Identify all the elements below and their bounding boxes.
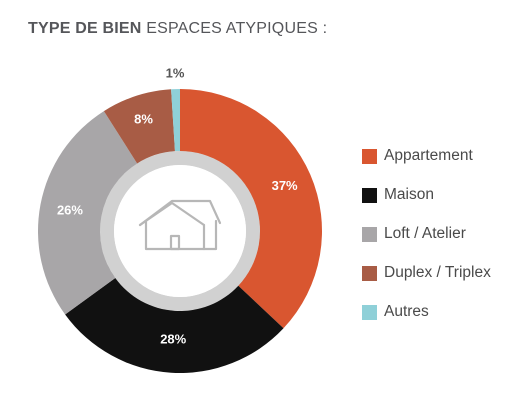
legend-label: Duplex / Triplex bbox=[384, 264, 491, 281]
legend-label: Autres bbox=[384, 303, 429, 320]
slice-label: 28% bbox=[160, 331, 186, 346]
slice-label: 37% bbox=[272, 178, 298, 193]
legend-swatch bbox=[362, 187, 377, 203]
legend-item: Loft / Atelier bbox=[362, 221, 491, 247]
legend-swatch bbox=[362, 148, 377, 164]
legend-item: Duplex / Triplex bbox=[362, 260, 491, 286]
slice-duplex-triplex bbox=[103, 89, 175, 164]
legend-swatch bbox=[362, 304, 377, 320]
chart-title-bold: TYPE DE BIEN bbox=[28, 20, 142, 37]
slice-label: 1% bbox=[166, 66, 185, 81]
slice-label: 26% bbox=[57, 203, 83, 218]
slice-labels: 37% 28% 26% 8% 1% bbox=[57, 66, 298, 347]
chart-title: TYPE DE BIEN ESPACES ATYPIQUES : bbox=[28, 20, 327, 38]
slice-autres bbox=[171, 89, 180, 152]
chart-legend: Appartement Maison Loft / Atelier Duplex / … bbox=[362, 143, 491, 338]
legend-item: Appartement bbox=[362, 143, 491, 169]
donut-slices bbox=[37, 89, 322, 373]
chart-title-rest: ESPACES ATYPIQUES : bbox=[146, 20, 328, 37]
legend-label: Maison bbox=[384, 186, 434, 203]
slice-maison bbox=[65, 278, 284, 373]
donut-hole bbox=[114, 165, 246, 297]
legend-item: Maison bbox=[362, 182, 491, 208]
legend-item: Autres bbox=[362, 299, 491, 325]
slice-appartement bbox=[180, 89, 322, 329]
legend-label: Loft / Atelier bbox=[384, 225, 466, 242]
legend-swatch bbox=[362, 265, 377, 281]
house-icon bbox=[138, 199, 222, 251]
legend-swatch bbox=[362, 226, 377, 242]
inner-shadow-ring bbox=[100, 151, 260, 311]
slice-loft-atelier bbox=[37, 111, 138, 315]
slice-label: 8% bbox=[134, 111, 153, 126]
legend-label: Appartement bbox=[384, 147, 473, 164]
